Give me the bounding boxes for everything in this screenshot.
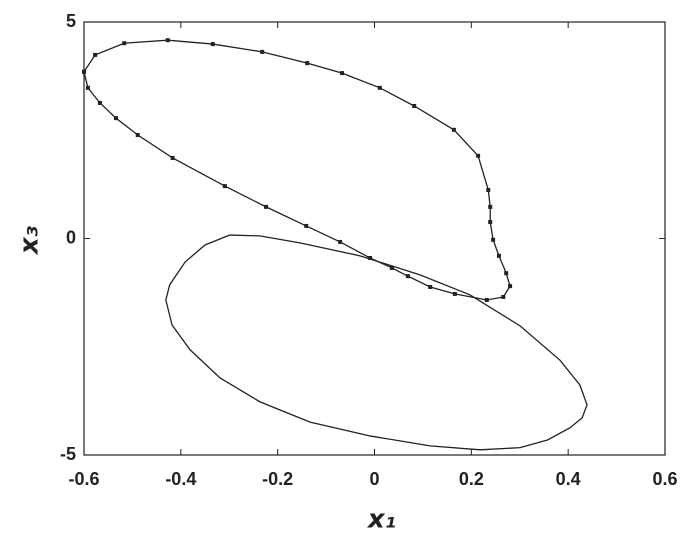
marker bbox=[82, 69, 86, 74]
marker bbox=[135, 133, 140, 138]
marker bbox=[451, 127, 456, 132]
marker bbox=[501, 294, 506, 299]
y-tick-label: 5 bbox=[66, 11, 76, 31]
marker bbox=[389, 265, 394, 270]
marker bbox=[165, 38, 170, 43]
x-axis-label: x₁ bbox=[366, 505, 396, 535]
x-tick-label: -0.6 bbox=[68, 469, 99, 489]
marker bbox=[368, 255, 373, 260]
marker bbox=[338, 239, 343, 244]
marker bbox=[496, 253, 501, 258]
marker bbox=[122, 41, 127, 46]
y-tick-label: -5 bbox=[60, 444, 76, 464]
marker bbox=[305, 61, 310, 66]
marker bbox=[93, 52, 98, 57]
marker bbox=[491, 237, 496, 242]
x-tick-label: 0 bbox=[369, 469, 379, 489]
marker bbox=[222, 184, 227, 189]
x-tick-label: -0.2 bbox=[262, 469, 293, 489]
marker bbox=[476, 153, 481, 158]
marker bbox=[508, 284, 513, 289]
marker bbox=[260, 49, 265, 54]
marker bbox=[504, 271, 509, 276]
curve bbox=[83, 39, 511, 301]
marker bbox=[304, 223, 309, 228]
marker bbox=[210, 42, 215, 47]
marker bbox=[85, 85, 90, 90]
y-axis-label: x₃ bbox=[15, 225, 45, 256]
marker bbox=[412, 104, 417, 109]
marker bbox=[170, 155, 175, 160]
marker bbox=[452, 291, 457, 296]
marker bbox=[340, 71, 345, 76]
marker bbox=[486, 188, 491, 193]
plot-frame bbox=[83, 21, 666, 456]
marker bbox=[377, 85, 382, 90]
marker bbox=[405, 274, 410, 279]
x-tick-label: 0.2 bbox=[459, 469, 484, 489]
x-tick-label: -0.4 bbox=[165, 469, 196, 489]
marker bbox=[428, 284, 433, 289]
x-tick-label: 0.6 bbox=[652, 469, 677, 489]
marker bbox=[488, 204, 493, 209]
marker bbox=[264, 204, 269, 209]
marker bbox=[97, 100, 102, 105]
marker bbox=[484, 297, 489, 302]
curve bbox=[165, 234, 588, 451]
x-tick-label: 0.4 bbox=[556, 469, 581, 489]
marker bbox=[113, 116, 118, 121]
y-tick-label: 0 bbox=[66, 227, 76, 247]
marker bbox=[488, 220, 493, 225]
